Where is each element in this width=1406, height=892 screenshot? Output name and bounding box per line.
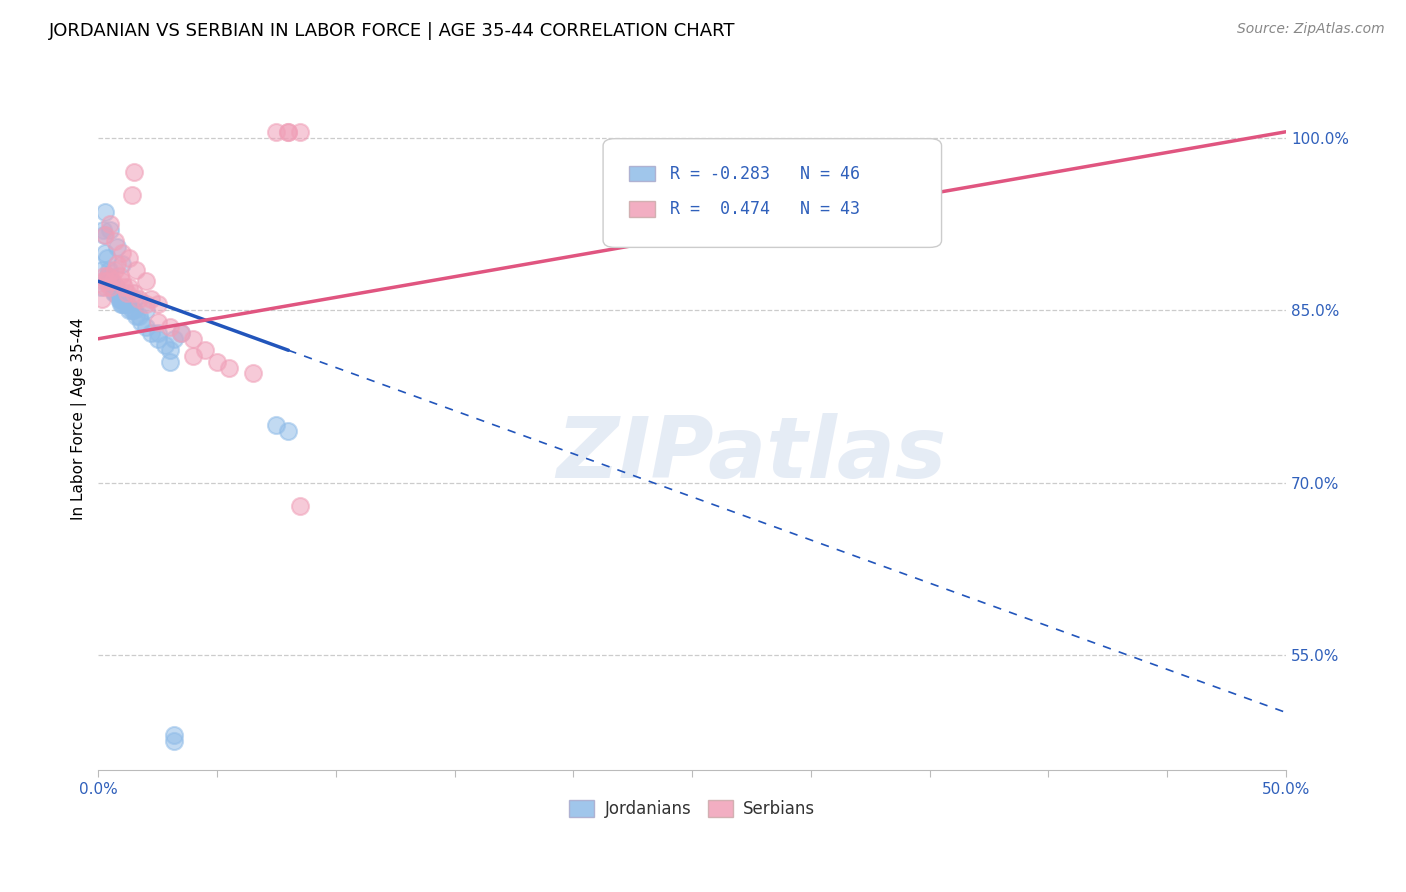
FancyBboxPatch shape — [603, 138, 942, 247]
Point — [128, 309, 150, 323]
Point — [114, 280, 136, 294]
Point — [111, 245, 134, 260]
Point — [103, 285, 125, 300]
Text: R = -0.283   N = 46: R = -0.283 N = 46 — [669, 165, 859, 183]
Point — [146, 326, 169, 340]
Point — [290, 499, 312, 513]
Point — [90, 262, 112, 277]
Point — [194, 343, 217, 358]
Point — [108, 268, 131, 283]
Point — [98, 262, 121, 277]
Point — [122, 165, 145, 179]
Point — [183, 349, 205, 363]
Point — [93, 228, 115, 243]
Point — [105, 285, 128, 300]
Point — [101, 274, 124, 288]
Point — [91, 274, 114, 288]
Point — [218, 360, 240, 375]
Legend: Jordanians, Serbians: Jordanians, Serbians — [562, 793, 821, 825]
Point — [114, 297, 136, 311]
Point — [94, 280, 117, 294]
Point — [139, 326, 162, 340]
Point — [115, 297, 138, 311]
Point — [98, 274, 121, 288]
Point — [97, 268, 120, 283]
Point — [121, 188, 143, 202]
Point — [118, 280, 141, 294]
Point — [205, 355, 228, 369]
Text: ZIPatlas: ZIPatlas — [557, 413, 946, 496]
Text: R =  0.474   N = 43: R = 0.474 N = 43 — [669, 200, 859, 218]
Point — [122, 285, 145, 300]
Point — [118, 303, 141, 318]
Point — [159, 343, 181, 358]
Point — [153, 337, 176, 351]
Point — [104, 262, 127, 277]
Point — [170, 326, 193, 340]
Point — [159, 320, 181, 334]
Point — [96, 274, 118, 288]
Point — [277, 424, 299, 438]
Point — [108, 292, 131, 306]
Point — [122, 292, 145, 306]
Point — [101, 280, 124, 294]
Point — [121, 303, 143, 318]
Bar — [630, 166, 655, 181]
Point — [97, 268, 120, 283]
Point — [104, 285, 127, 300]
Point — [125, 309, 148, 323]
Point — [105, 240, 128, 254]
Point — [146, 297, 169, 311]
Text: JORDANIAN VS SERBIAN IN LABOR FORCE | AGE 35-44 CORRELATION CHART: JORDANIAN VS SERBIAN IN LABOR FORCE | AG… — [49, 22, 735, 40]
Point — [146, 314, 169, 328]
Point — [163, 734, 186, 748]
Point — [90, 280, 112, 294]
Point — [94, 245, 117, 260]
Point — [98, 280, 121, 294]
Point — [111, 257, 134, 271]
Point — [266, 417, 288, 432]
Point — [98, 222, 121, 236]
Point — [163, 332, 186, 346]
Point — [129, 314, 152, 328]
Point — [170, 326, 193, 340]
Point — [105, 280, 128, 294]
Point — [104, 234, 127, 248]
Point — [277, 125, 299, 139]
Point — [100, 274, 122, 288]
Point — [183, 332, 205, 346]
Point — [128, 292, 150, 306]
Point — [110, 297, 132, 311]
Point — [90, 292, 112, 306]
Point — [122, 303, 145, 318]
Point — [91, 222, 114, 236]
Point — [135, 320, 157, 334]
Point — [135, 297, 157, 311]
Point — [146, 332, 169, 346]
Point — [159, 355, 181, 369]
Point — [163, 729, 186, 743]
Point — [290, 125, 312, 139]
Point — [135, 303, 157, 318]
Point — [98, 217, 121, 231]
Point — [111, 274, 134, 288]
Point — [125, 262, 148, 277]
Point — [94, 205, 117, 219]
Point — [105, 257, 128, 271]
Point — [111, 297, 134, 311]
Point — [107, 292, 129, 306]
Point — [118, 252, 141, 266]
Point — [266, 125, 288, 139]
Point — [242, 366, 264, 380]
Point — [139, 292, 162, 306]
Point — [115, 285, 138, 300]
Point — [93, 268, 115, 283]
Y-axis label: In Labor Force | Age 35-44: In Labor Force | Age 35-44 — [72, 318, 87, 520]
Point — [277, 125, 299, 139]
Bar — [630, 201, 655, 217]
Point — [135, 274, 157, 288]
Text: Source: ZipAtlas.com: Source: ZipAtlas.com — [1237, 22, 1385, 37]
Point — [94, 228, 117, 243]
Point — [96, 252, 118, 266]
